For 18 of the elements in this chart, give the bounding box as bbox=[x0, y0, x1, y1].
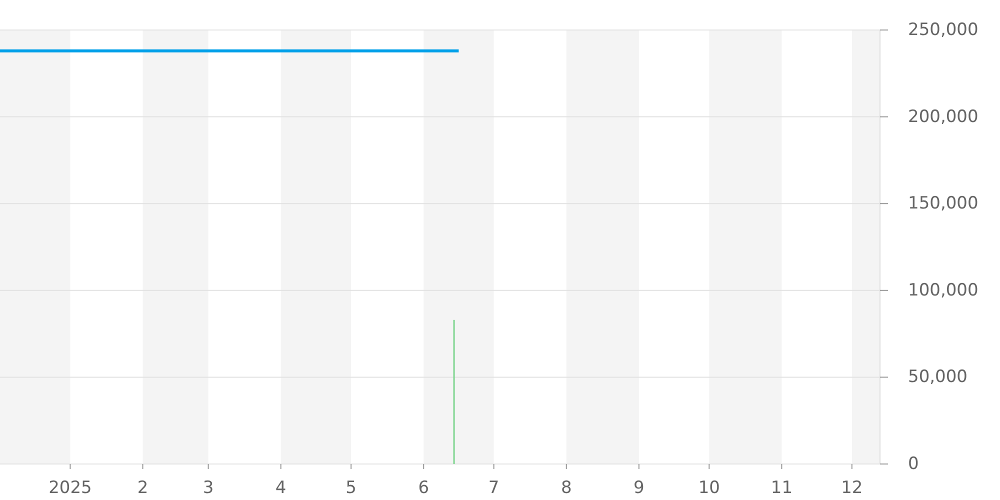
y-tick-label: 0 bbox=[908, 454, 919, 474]
x-tick-label: 9 bbox=[634, 478, 644, 498]
x-tick-label: 7 bbox=[488, 478, 500, 498]
y-tick-label: 50,000 bbox=[908, 367, 968, 388]
x-tick-label: 5 bbox=[346, 478, 356, 498]
x-tick-label: 6 bbox=[418, 478, 430, 498]
x-tick-label: 8 bbox=[560, 478, 572, 498]
x-tick-label: 3 bbox=[202, 478, 214, 498]
x-tick-label: 11 bbox=[770, 478, 793, 498]
x-tick-label: 12 bbox=[841, 478, 863, 498]
x-tick-label: 2025 bbox=[48, 478, 92, 498]
x-tick-label: 4 bbox=[275, 478, 286, 498]
y-tick-label: 150,000 bbox=[908, 194, 978, 214]
x-tick-label: 2 bbox=[137, 478, 148, 498]
y-tick-label: 100,000 bbox=[908, 280, 978, 300]
x-tick-label: 10 bbox=[698, 478, 720, 498]
y-tick-label: 200,000 bbox=[908, 106, 978, 127]
y-tick-label: 250,000 bbox=[908, 20, 978, 40]
